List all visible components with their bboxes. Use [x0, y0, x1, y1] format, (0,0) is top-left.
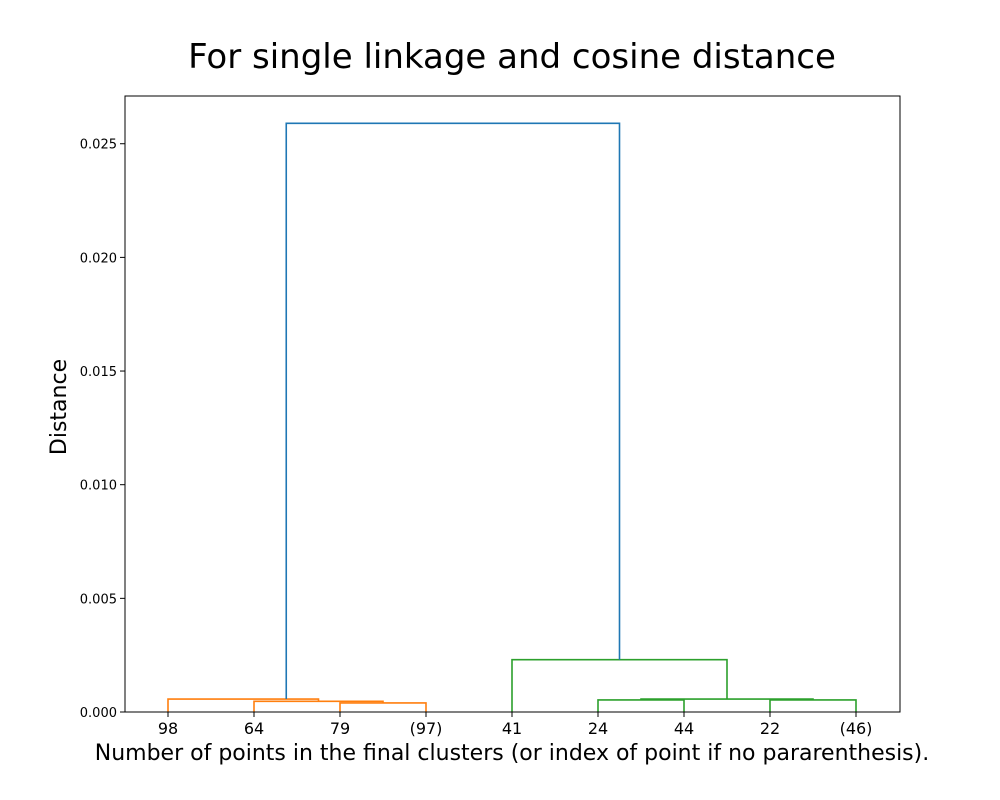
x-tick-label-2: 79	[330, 719, 350, 738]
y-tick-label-2: 0.010	[80, 479, 117, 494]
y-axis-label: Distance	[47, 359, 72, 455]
x-tick-label-4: 41	[502, 719, 522, 738]
x-tick-label-0: 98	[158, 719, 178, 738]
y-axis: 0.000 0.005 0.010 0.015 0.020 0.025	[80, 138, 125, 721]
dendrogram-link-6	[511, 658, 728, 712]
x-axis-label: Number of points in the final clusters (…	[95, 741, 929, 766]
dendrogram-link-1	[253, 700, 384, 712]
dendrogram-link-2	[167, 698, 320, 712]
x-axis: 98 64 79 (97) 41 24 44 22 (46)	[158, 712, 873, 738]
dendrogram-link-5	[640, 698, 814, 700]
x-tick-label-7: 22	[760, 719, 780, 738]
x-tick-label-6: 44	[674, 719, 694, 738]
y-tick-label-1: 0.005	[80, 592, 117, 607]
dendrogram-link-3	[597, 699, 685, 712]
x-tick-label-5: 24	[588, 719, 608, 738]
x-tick-label-8: (46)	[840, 719, 873, 738]
dendrogram-link-0	[339, 702, 427, 712]
y-tick-label-4: 0.020	[80, 251, 117, 266]
y-tick-label-0: 0.000	[80, 706, 117, 721]
chart-title: For single linkage and cosine distance	[188, 37, 836, 77]
x-tick-label-1: 64	[244, 719, 264, 738]
y-tick-label-3: 0.015	[80, 365, 117, 380]
plot-area-frame	[124, 95, 901, 713]
dendrogram-link-4	[769, 699, 857, 712]
x-tick-label-3: (97)	[410, 719, 443, 738]
dendrogram-links	[167, 122, 857, 712]
dendrogram-link-7	[285, 122, 621, 700]
y-tick-label-5: 0.025	[80, 138, 117, 153]
